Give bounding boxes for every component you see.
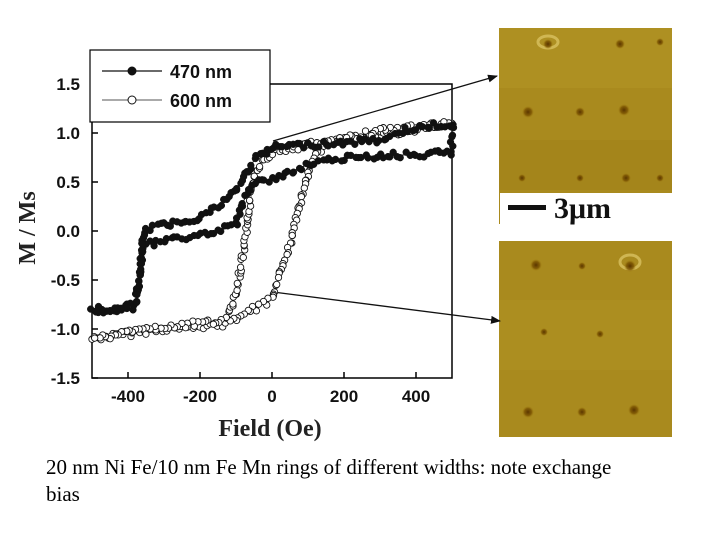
data-point <box>295 164 304 173</box>
data-point <box>403 127 412 136</box>
caption: 20 nm Ni Fe/10 nm Fe Mn rings of differe… <box>46 455 612 506</box>
data-point <box>300 184 308 192</box>
y-tick-label: -1.5 <box>51 369 80 388</box>
data-point <box>274 273 283 282</box>
legend-marker-470nm <box>127 66 137 76</box>
x-tick-label: -400 <box>111 387 145 406</box>
y-tick-label: 0.0 <box>56 222 80 241</box>
x-tick-label: 200 <box>330 387 358 406</box>
x-tick-label: 0 <box>267 387 276 406</box>
data-point <box>288 231 296 240</box>
data-point <box>220 222 229 230</box>
scale-bar: 3μm <box>500 192 672 226</box>
data-point <box>233 221 242 229</box>
data-point <box>315 143 323 151</box>
data-point <box>337 157 346 165</box>
legend-label-470nm: 470 nm <box>170 62 232 82</box>
data-point <box>239 253 247 262</box>
arrow-to-top-image <box>272 74 498 142</box>
data-point <box>137 246 146 254</box>
scale-bar-label: 3μm <box>554 192 611 225</box>
data-point <box>254 300 263 308</box>
arrow-to-bottom-image <box>272 291 501 324</box>
data-point <box>295 139 304 148</box>
y-tick-label: 1.5 <box>56 75 80 94</box>
data-point <box>236 263 245 271</box>
series-470nm <box>87 119 458 317</box>
data-point <box>361 127 370 135</box>
data-point <box>233 279 241 288</box>
x-axis-title: Field (Oe) <box>218 416 321 442</box>
data-point <box>140 231 149 239</box>
data-point <box>247 161 255 170</box>
y-tick-label: 0.5 <box>56 173 80 192</box>
x-tick-label: -200 <box>183 387 217 406</box>
data-point <box>232 184 241 193</box>
data-point <box>273 280 281 289</box>
data-point <box>370 155 378 163</box>
y-tick-label: -0.5 <box>51 271 80 290</box>
data-point <box>150 242 158 250</box>
y-tick-label: -1.0 <box>51 320 80 339</box>
data-point <box>138 240 147 248</box>
data-point <box>245 196 254 205</box>
data-point <box>300 144 308 152</box>
data-point <box>297 193 306 201</box>
data-point <box>425 124 433 132</box>
data-point <box>351 140 359 148</box>
y-axis-title: M / Ms <box>15 191 41 264</box>
data-point <box>92 307 100 315</box>
data-point <box>449 123 458 132</box>
legend: 470 nm 600 nm <box>89 49 271 123</box>
data-point <box>91 334 99 342</box>
data-point <box>302 159 310 168</box>
data-point <box>448 131 457 139</box>
data-point <box>241 191 249 200</box>
mfm-image-top <box>499 28 672 224</box>
y-tick-label: 1.0 <box>56 124 80 143</box>
legend-marker-600nm <box>127 95 137 105</box>
data-point <box>209 320 218 328</box>
mfm-image-bottom <box>499 241 672 437</box>
axes: -400 -200 0 200 400 -1.5 -1.0 -0.5 0.0 0.5 1.0 1.5 <box>51 75 430 406</box>
data-point <box>133 290 141 299</box>
legend-label-600nm: 600 nm <box>170 91 232 111</box>
data-point <box>229 300 237 308</box>
data-point <box>255 162 264 171</box>
x-tick-label: 400 <box>402 387 430 406</box>
data-point <box>402 148 410 156</box>
figure: 3μm -400 -200 0 200 400 -1.5 -1.0 -0.5 0.0 0.5 1.0… <box>15 28 672 442</box>
